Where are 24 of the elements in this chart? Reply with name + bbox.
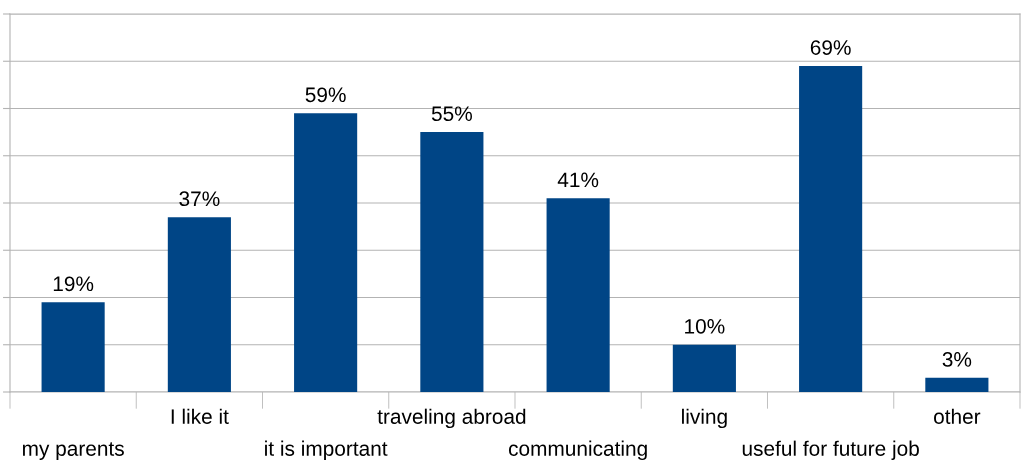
bar: [799, 65, 863, 392]
bar: [925, 377, 989, 392]
data-label: 59%: [305, 87, 346, 103]
data-label: 69%: [810, 40, 851, 55]
bar: [672, 344, 736, 392]
bar: [294, 113, 358, 392]
bar: [420, 132, 484, 392]
x-tick-label: traveling abroad: [377, 408, 526, 429]
x-tick-label: other: [934, 408, 981, 424]
data-label: 55%: [431, 106, 472, 122]
x-tick-label: communicating: [508, 440, 647, 461]
x-tick-label: it is important: [265, 440, 388, 461]
x-tick-label: useful for future job: [742, 440, 919, 461]
x-tick-label: I like it: [171, 408, 229, 424]
bar: [546, 198, 610, 392]
x-tick-label: my parents: [22, 442, 124, 461]
bar: [167, 217, 231, 392]
data-label: 37%: [179, 191, 220, 207]
bar: [41, 302, 105, 392]
x-tick-label: living: [682, 408, 727, 429]
data-label: 19%: [53, 276, 94, 292]
data-label: 3%: [942, 352, 972, 367]
data-label: 41%: [557, 172, 599, 188]
data-label: 10%: [685, 318, 725, 334]
